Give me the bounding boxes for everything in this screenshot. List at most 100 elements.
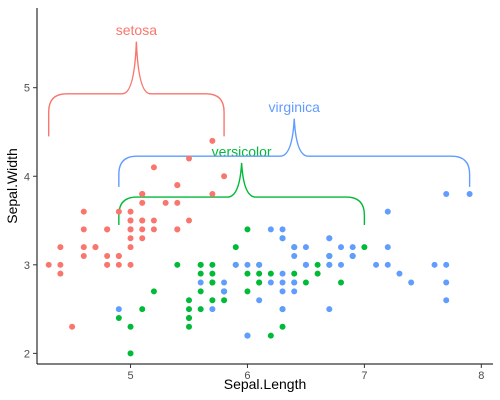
point-virginica: [326, 261, 333, 268]
brace-versicolor: [118, 162, 366, 225]
point-versicolor: [127, 323, 134, 330]
point-setosa: [92, 244, 99, 251]
point-versicolor: [314, 270, 321, 277]
point-setosa: [139, 190, 146, 197]
point-setosa: [80, 208, 87, 215]
point-virginica: [431, 261, 438, 268]
point-versicolor: [256, 279, 263, 286]
point-setosa: [104, 226, 111, 233]
point-setosa: [139, 217, 146, 224]
point-setosa: [127, 208, 134, 215]
point-versicolor: [150, 288, 157, 295]
point-virginica: [326, 235, 333, 242]
point-setosa: [115, 208, 122, 215]
point-setosa: [127, 226, 134, 233]
point-virginica: [326, 306, 333, 313]
point-setosa: [150, 164, 157, 171]
point-virginica: [291, 288, 298, 295]
point-setosa: [80, 252, 87, 259]
y-tick-label: 3: [24, 260, 30, 272]
point-virginica: [373, 261, 380, 268]
point-virginica: [279, 288, 286, 295]
brace-setosa: [47, 41, 225, 137]
point-setosa: [104, 261, 111, 268]
point-versicolor: [139, 306, 146, 313]
point-setosa: [69, 323, 76, 330]
point-setosa: [209, 137, 216, 144]
point-virginica: [291, 252, 298, 259]
point-setosa: [150, 217, 157, 224]
point-setosa: [127, 235, 134, 242]
point-virginica: [384, 208, 391, 215]
point-versicolor: [186, 314, 192, 321]
point-setosa: [150, 226, 157, 233]
data-points: [45, 137, 473, 357]
point-virginica: [291, 279, 298, 286]
point-virginica: [349, 244, 356, 251]
point-versicolor: [197, 270, 204, 277]
point-versicolor: [256, 270, 263, 277]
point-virginica: [408, 279, 415, 286]
point-virginica: [384, 261, 391, 268]
point-virginica: [197, 279, 204, 286]
point-setosa: [162, 199, 169, 206]
brace-label-setosa: setosa: [116, 22, 157, 38]
point-virginica: [279, 235, 286, 242]
point-versicolor: [267, 270, 274, 277]
point-virginica: [256, 261, 263, 268]
point-setosa: [174, 182, 181, 189]
point-versicolor: [244, 270, 251, 277]
point-virginica: [244, 332, 251, 339]
point-setosa: [127, 244, 134, 251]
point-virginica: [267, 226, 274, 233]
point-setosa: [80, 244, 87, 251]
point-setosa: [115, 252, 122, 259]
point-versicolor: [221, 297, 228, 304]
point-virginica: [443, 261, 450, 268]
point-versicolor: [186, 323, 192, 330]
point-virginica: [221, 279, 228, 286]
point-virginica: [302, 244, 309, 251]
point-virginica: [244, 261, 251, 268]
x-tick-label: 7: [361, 370, 367, 382]
point-virginica: [279, 270, 286, 277]
x-tick-label: 8: [478, 370, 484, 382]
brace-label-versicolor: versicolor: [212, 143, 272, 159]
point-versicolor: [267, 332, 274, 339]
point-versicolor: [209, 279, 216, 286]
point-setosa: [127, 217, 134, 224]
point-setosa: [174, 199, 181, 206]
point-versicolor: [197, 261, 204, 268]
brace-virginica: [118, 118, 471, 187]
point-versicolor: [197, 288, 204, 295]
point-virginica: [279, 279, 286, 286]
point-versicolor: [186, 297, 192, 304]
point-versicolor: [186, 306, 192, 313]
point-virginica: [396, 270, 403, 277]
point-setosa: [139, 199, 146, 206]
x-tick-label: 5: [127, 370, 133, 382]
y-tick-label: 4: [24, 171, 30, 183]
point-setosa: [80, 226, 87, 233]
point-versicolor: [291, 270, 298, 277]
point-virginica: [338, 261, 344, 268]
point-virginica: [279, 306, 286, 313]
point-virginica: [466, 190, 473, 197]
point-setosa: [174, 226, 181, 233]
point-setosa: [209, 190, 216, 197]
point-virginica: [291, 244, 298, 251]
point-versicolor: [197, 306, 204, 313]
point-virginica: [326, 252, 333, 259]
axes: [36, 8, 493, 365]
x-tick-label: 6: [244, 370, 250, 382]
point-setosa: [57, 270, 64, 277]
point-versicolor: [127, 350, 134, 357]
point-setosa: [115, 261, 122, 268]
point-virginica: [443, 279, 450, 286]
x-axis-title: Sepal.Length: [224, 376, 307, 392]
point-setosa: [186, 217, 192, 224]
point-setosa: [57, 261, 64, 268]
point-virginica: [232, 261, 239, 268]
point-versicolor: [115, 314, 122, 321]
